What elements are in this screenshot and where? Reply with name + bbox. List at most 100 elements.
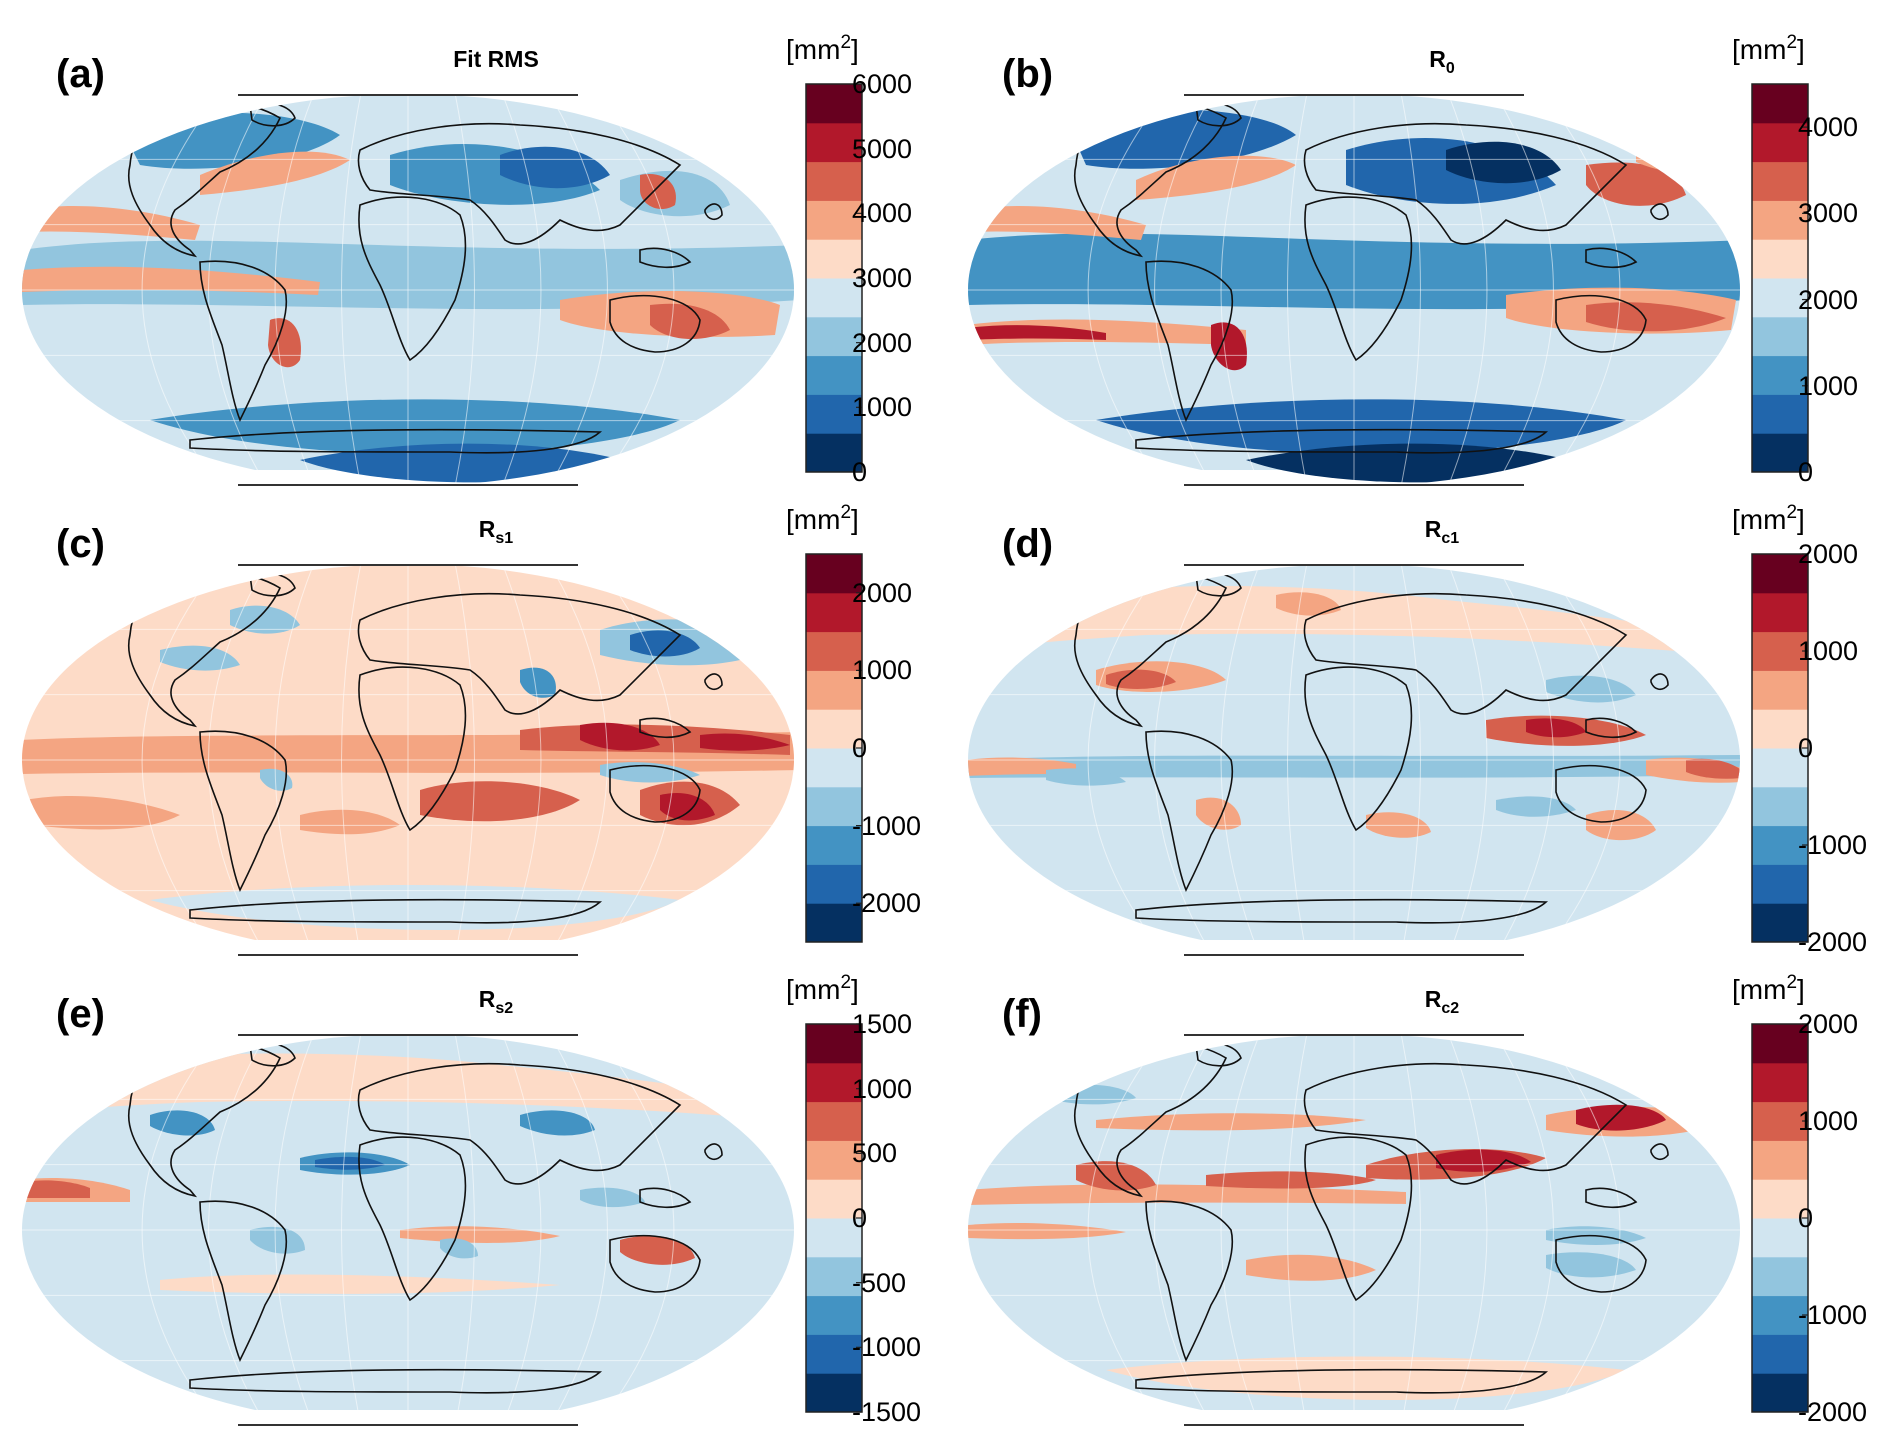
coastline (127, 570, 282, 728)
coastline (704, 1143, 723, 1161)
colorbar-segment (806, 1101, 862, 1141)
colorbar-tick-label: 0 (1798, 733, 1814, 763)
colorbar-tick-label: 2000 (1798, 539, 1859, 569)
colorbar-segment (1752, 316, 1808, 357)
field-band (1586, 162, 1686, 206)
colorbar-segment (806, 316, 862, 357)
field-band (1096, 399, 1626, 454)
coastline (1555, 294, 1647, 353)
coastline (1145, 1200, 1234, 1362)
map-panel-svg (968, 83, 1809, 486)
field-band (150, 399, 680, 454)
coastline (1135, 1368, 1549, 1394)
coastline (609, 294, 701, 353)
colorbar-tick-label: 1000 (852, 1073, 913, 1104)
colorbar-segment (1752, 122, 1808, 163)
panel-b: (b) R0 [mm2] 4000 3000 2000 1000 0 (946, 0, 1892, 486)
coastline (639, 717, 692, 739)
panel-label: (f) (1002, 992, 1042, 1036)
panel-title-main: R (1429, 46, 1446, 72)
colorbar-segment (1752, 786, 1808, 827)
panel-label: (e) (56, 992, 105, 1036)
coastline (189, 1368, 603, 1394)
colorbar-segment (1752, 1295, 1808, 1335)
field-band (1096, 1113, 1366, 1131)
colorbar-segment (806, 709, 862, 749)
field-band (25, 795, 180, 830)
colorbar-unit-label: [mm2] (1732, 972, 1805, 1005)
colorbar-tick-label: 2000 (1798, 1009, 1859, 1039)
colorbar-tick-label: 2000 (852, 327, 913, 358)
field-band (1246, 1254, 1376, 1281)
panel-title-subscript: s1 (495, 530, 514, 547)
colorbar-tick-label: 2000 (852, 577, 913, 608)
field-band (22, 266, 320, 295)
colorbar-unit-label: [mm2] (1732, 502, 1805, 535)
colorbar-tick-label: 1000 (852, 392, 913, 423)
field-band (976, 586, 1726, 655)
field-band (580, 1187, 645, 1208)
colorbar-segment (1752, 1373, 1808, 1413)
colorbar-tick-label: -1000 (852, 810, 922, 841)
colorbar-segment (1752, 1062, 1808, 1103)
coastline (639, 247, 692, 269)
colorbar-segment (1752, 825, 1808, 865)
panel-title-main: R (478, 516, 496, 542)
field-band (250, 1226, 305, 1254)
colorbar-tick-label: -2000 (1798, 1397, 1868, 1427)
colorbar-unit-label: [mm2] (786, 32, 859, 65)
colorbar-tick-label: -2000 (852, 888, 922, 919)
coastline (1585, 1187, 1638, 1209)
coastline (1303, 592, 1628, 715)
panel-title: Rs1 (386, 516, 606, 547)
panel-title: Fit RMS (386, 46, 606, 73)
coastline (357, 592, 682, 715)
colorbar-segment (1752, 670, 1808, 710)
field-band (520, 667, 556, 698)
colorbar-tick-label: 1500 (852, 1009, 913, 1039)
colorbar-segment (1752, 1179, 1808, 1219)
colorbar-tick-label: 1000 (1798, 1106, 1859, 1136)
coastline (1304, 666, 1413, 832)
colorbar-segment (1752, 278, 1808, 318)
field-band (1211, 322, 1247, 371)
colorbar-segment (806, 670, 862, 710)
colorbar-segment (1752, 592, 1808, 633)
coastline (199, 730, 288, 892)
colorbar-segment (1752, 394, 1808, 434)
coastline (1304, 1136, 1413, 1302)
field-band (160, 1274, 560, 1294)
coastline (704, 203, 723, 221)
coastlines (1073, 100, 1669, 454)
colorbar-tick-label: 3000 (852, 263, 913, 293)
panel-title-subscript: c1 (1441, 530, 1460, 547)
field-band (520, 1110, 595, 1136)
field-band (24, 1180, 90, 1198)
coastlines (127, 1040, 723, 1394)
coastline (358, 666, 467, 832)
coastline (189, 428, 603, 454)
colorbar-segment (806, 903, 862, 943)
field-band (200, 151, 350, 195)
colorbar (805, 1023, 863, 1413)
colorbar-segment (806, 84, 862, 124)
coastline (1650, 203, 1669, 221)
map-panel-svg (22, 83, 863, 486)
field-band (1586, 302, 1726, 332)
map-field (968, 1034, 1740, 1426)
colorbar (1751, 1023, 1809, 1413)
coastline (199, 260, 288, 422)
colorbar-tick-label: -1000 (1798, 1300, 1868, 1330)
colorbar-segment (806, 355, 862, 395)
colorbar-segment (806, 1373, 862, 1413)
colorbar-segment (1752, 433, 1808, 473)
colorbar-segment (1752, 1334, 1808, 1374)
field-band (968, 1222, 1126, 1240)
colorbar-segment (806, 554, 862, 594)
field-band (1436, 1149, 1531, 1172)
coastlines (127, 570, 723, 924)
colorbar (1751, 553, 1809, 943)
coastline (189, 898, 603, 924)
colorbar-tick-label: 0 (852, 733, 868, 763)
field-band (1546, 1252, 1636, 1278)
